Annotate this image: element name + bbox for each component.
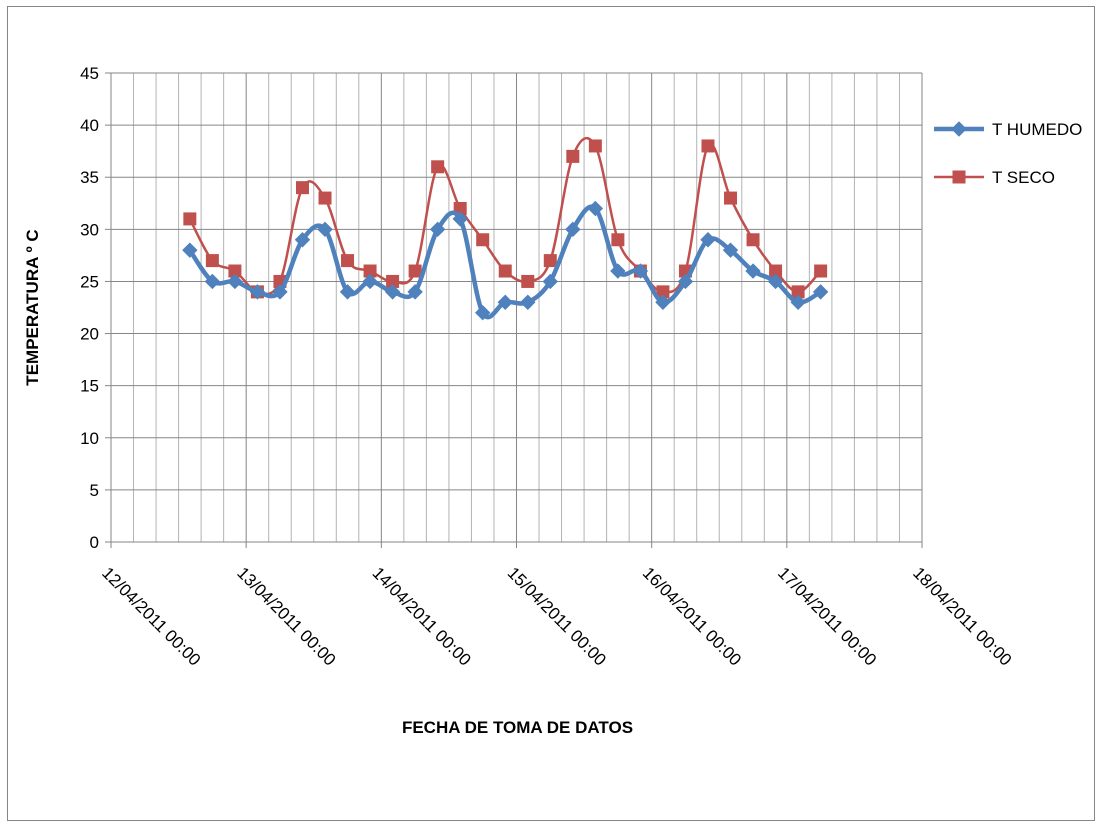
legend: T HUMEDO T SECO bbox=[934, 120, 1082, 187]
x-tick-label: 16/04/2011 00:00 bbox=[639, 563, 745, 669]
data-point bbox=[317, 221, 333, 238]
y-tick-label: 0 bbox=[90, 533, 99, 552]
legend-label: T SECO bbox=[992, 168, 1055, 187]
data-point bbox=[610, 263, 626, 279]
x-tick-label: 15/04/2011 00:00 bbox=[504, 563, 610, 669]
y-tick-label: 10 bbox=[80, 429, 99, 448]
x-tick-label: 14/04/2011 00:00 bbox=[369, 563, 475, 669]
data-point bbox=[498, 264, 512, 278]
chart-frame: 0 5 10 15 20 25 30 35 40 45 12/04/2011 00:00 13/04/… bbox=[7, 6, 1095, 821]
x-tick-label: 13/04/2011 00:00 bbox=[233, 563, 339, 669]
data-point bbox=[205, 254, 219, 268]
data-point bbox=[790, 294, 806, 310]
data-point bbox=[812, 284, 829, 300]
y-tick-label: 45 bbox=[80, 64, 99, 83]
y-tick-label: 30 bbox=[80, 220, 99, 239]
data-point bbox=[565, 221, 581, 238]
data-point bbox=[204, 273, 221, 290]
series-group bbox=[182, 136, 829, 321]
data-point bbox=[407, 284, 423, 300]
data-point bbox=[429, 221, 446, 238]
data-point bbox=[475, 305, 491, 321]
y-tick-label: 5 bbox=[90, 481, 99, 500]
data-point bbox=[724, 191, 738, 205]
grid bbox=[111, 72, 923, 542]
data-point bbox=[318, 191, 332, 205]
y-tick-label: 25 bbox=[80, 272, 99, 291]
data-point bbox=[431, 160, 445, 174]
data-point bbox=[521, 274, 535, 288]
data-point bbox=[476, 233, 490, 247]
data-point bbox=[294, 232, 311, 248]
data-point bbox=[767, 273, 784, 290]
data-point bbox=[745, 263, 761, 279]
data-point bbox=[587, 200, 604, 217]
data-point bbox=[339, 284, 356, 300]
data-point bbox=[295, 181, 309, 195]
data-point bbox=[632, 263, 649, 279]
series-t-seco bbox=[183, 136, 828, 299]
data-point bbox=[700, 232, 716, 248]
data-point bbox=[183, 212, 197, 226]
axes bbox=[105, 72, 923, 548]
legend-marker bbox=[952, 170, 966, 184]
data-point bbox=[227, 273, 243, 290]
data-point bbox=[746, 233, 760, 247]
y-axis-title: TEMPERATURA º C bbox=[23, 229, 42, 385]
data-point bbox=[722, 242, 739, 258]
legend-item: T HUMEDO bbox=[934, 120, 1082, 139]
data-point bbox=[497, 294, 513, 310]
y-tick-label: 35 bbox=[80, 168, 99, 187]
data-point bbox=[588, 139, 602, 153]
data-point bbox=[520, 294, 536, 310]
legend-item: T SECO bbox=[934, 168, 1055, 187]
y-tick-label: 15 bbox=[80, 377, 99, 396]
data-point bbox=[182, 242, 198, 258]
data-point bbox=[655, 294, 671, 310]
line-chart: 0 5 10 15 20 25 30 35 40 45 12/04/2011 00:00 13/04/… bbox=[23, 64, 1082, 737]
data-point bbox=[543, 254, 557, 268]
legend-marker bbox=[951, 121, 967, 137]
y-tick-label: 20 bbox=[80, 325, 99, 344]
data-point bbox=[249, 284, 266, 300]
x-tick-label: 12/04/2011 00:00 bbox=[98, 563, 204, 669]
data-point bbox=[677, 273, 694, 290]
data-point bbox=[452, 211, 468, 227]
data-point bbox=[542, 273, 558, 290]
x-axis-title: FECHA DE TOMA DE DATOS bbox=[402, 718, 633, 737]
legend-label: T HUMEDO bbox=[992, 120, 1082, 139]
x-tick-label: 17/04/2011 00:00 bbox=[774, 563, 880, 669]
data-point bbox=[408, 264, 422, 278]
series-t-humedo bbox=[182, 200, 829, 321]
x-tick-label: 18/04/2011 00:00 bbox=[909, 563, 1015, 669]
data-point bbox=[701, 139, 715, 153]
data-point bbox=[384, 284, 401, 300]
y-tick-label: 40 bbox=[80, 116, 99, 135]
data-point bbox=[362, 273, 378, 290]
tick-labels: 0 5 10 15 20 25 30 35 40 45 12/04/2011 00:00 13/04/… bbox=[80, 64, 1015, 670]
data-point bbox=[566, 149, 580, 163]
data-point bbox=[272, 284, 288, 300]
data-point bbox=[814, 264, 828, 278]
data-point bbox=[341, 254, 355, 268]
data-point bbox=[611, 233, 625, 247]
